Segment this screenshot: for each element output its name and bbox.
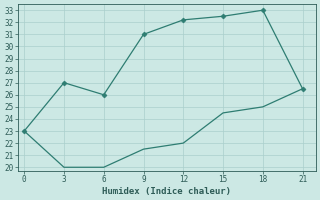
X-axis label: Humidex (Indice chaleur): Humidex (Indice chaleur): [102, 187, 231, 196]
